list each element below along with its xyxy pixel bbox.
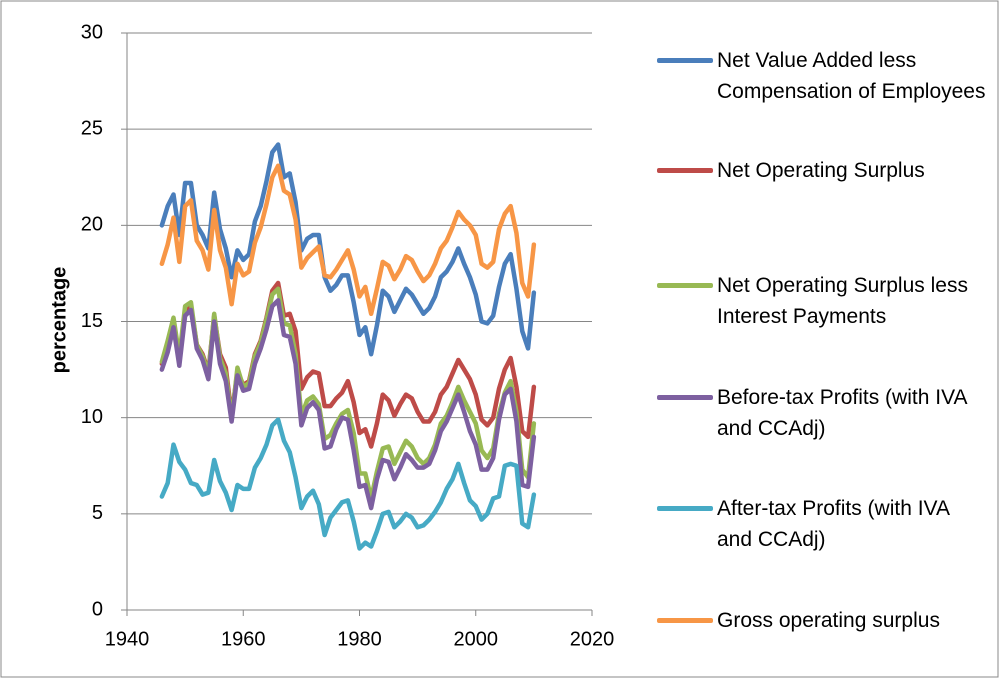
legend-label: Net Operating Surplus [717,159,925,182]
legend-swatch [657,618,713,623]
x-tick-label: 2020 [570,628,615,650]
y-axis-label: percentage [48,267,70,374]
series-line [159,298,537,511]
y-tick-label: 25 [81,117,103,139]
y-tick-label: 10 [81,406,103,428]
x-tick-label: 1960 [221,628,266,650]
y-tick-label: 30 [81,21,103,43]
series-line [159,417,537,551]
legend-swatch [657,506,713,511]
y-tick-label: 20 [81,214,103,236]
legend-swatch [657,58,713,63]
legend-swatch [657,168,713,173]
y-tick-label: 5 [92,502,103,524]
x-tick-label: 1980 [337,628,382,650]
x-tick-label: 2000 [454,628,499,650]
series-line [159,142,537,357]
legend-swatch [657,395,713,400]
legend-label: Net Operating Surplus less Interest Paym… [717,274,968,328]
legend-swatch [657,283,713,288]
y-tick-label: 15 [81,310,103,332]
x-tick-label: 1940 [105,628,150,650]
series-line [159,163,537,317]
y-tick-label: 0 [92,598,103,620]
legend-label: Net Value Added less Compensation of Emp… [717,49,986,103]
legend-label: After-tax Profits (with IVA and CCAdj) [717,497,949,551]
legend-label: Gross operating surplus [717,609,940,632]
legend-label: Before-tax Profits (with IVA and CCAdj) [717,386,967,440]
